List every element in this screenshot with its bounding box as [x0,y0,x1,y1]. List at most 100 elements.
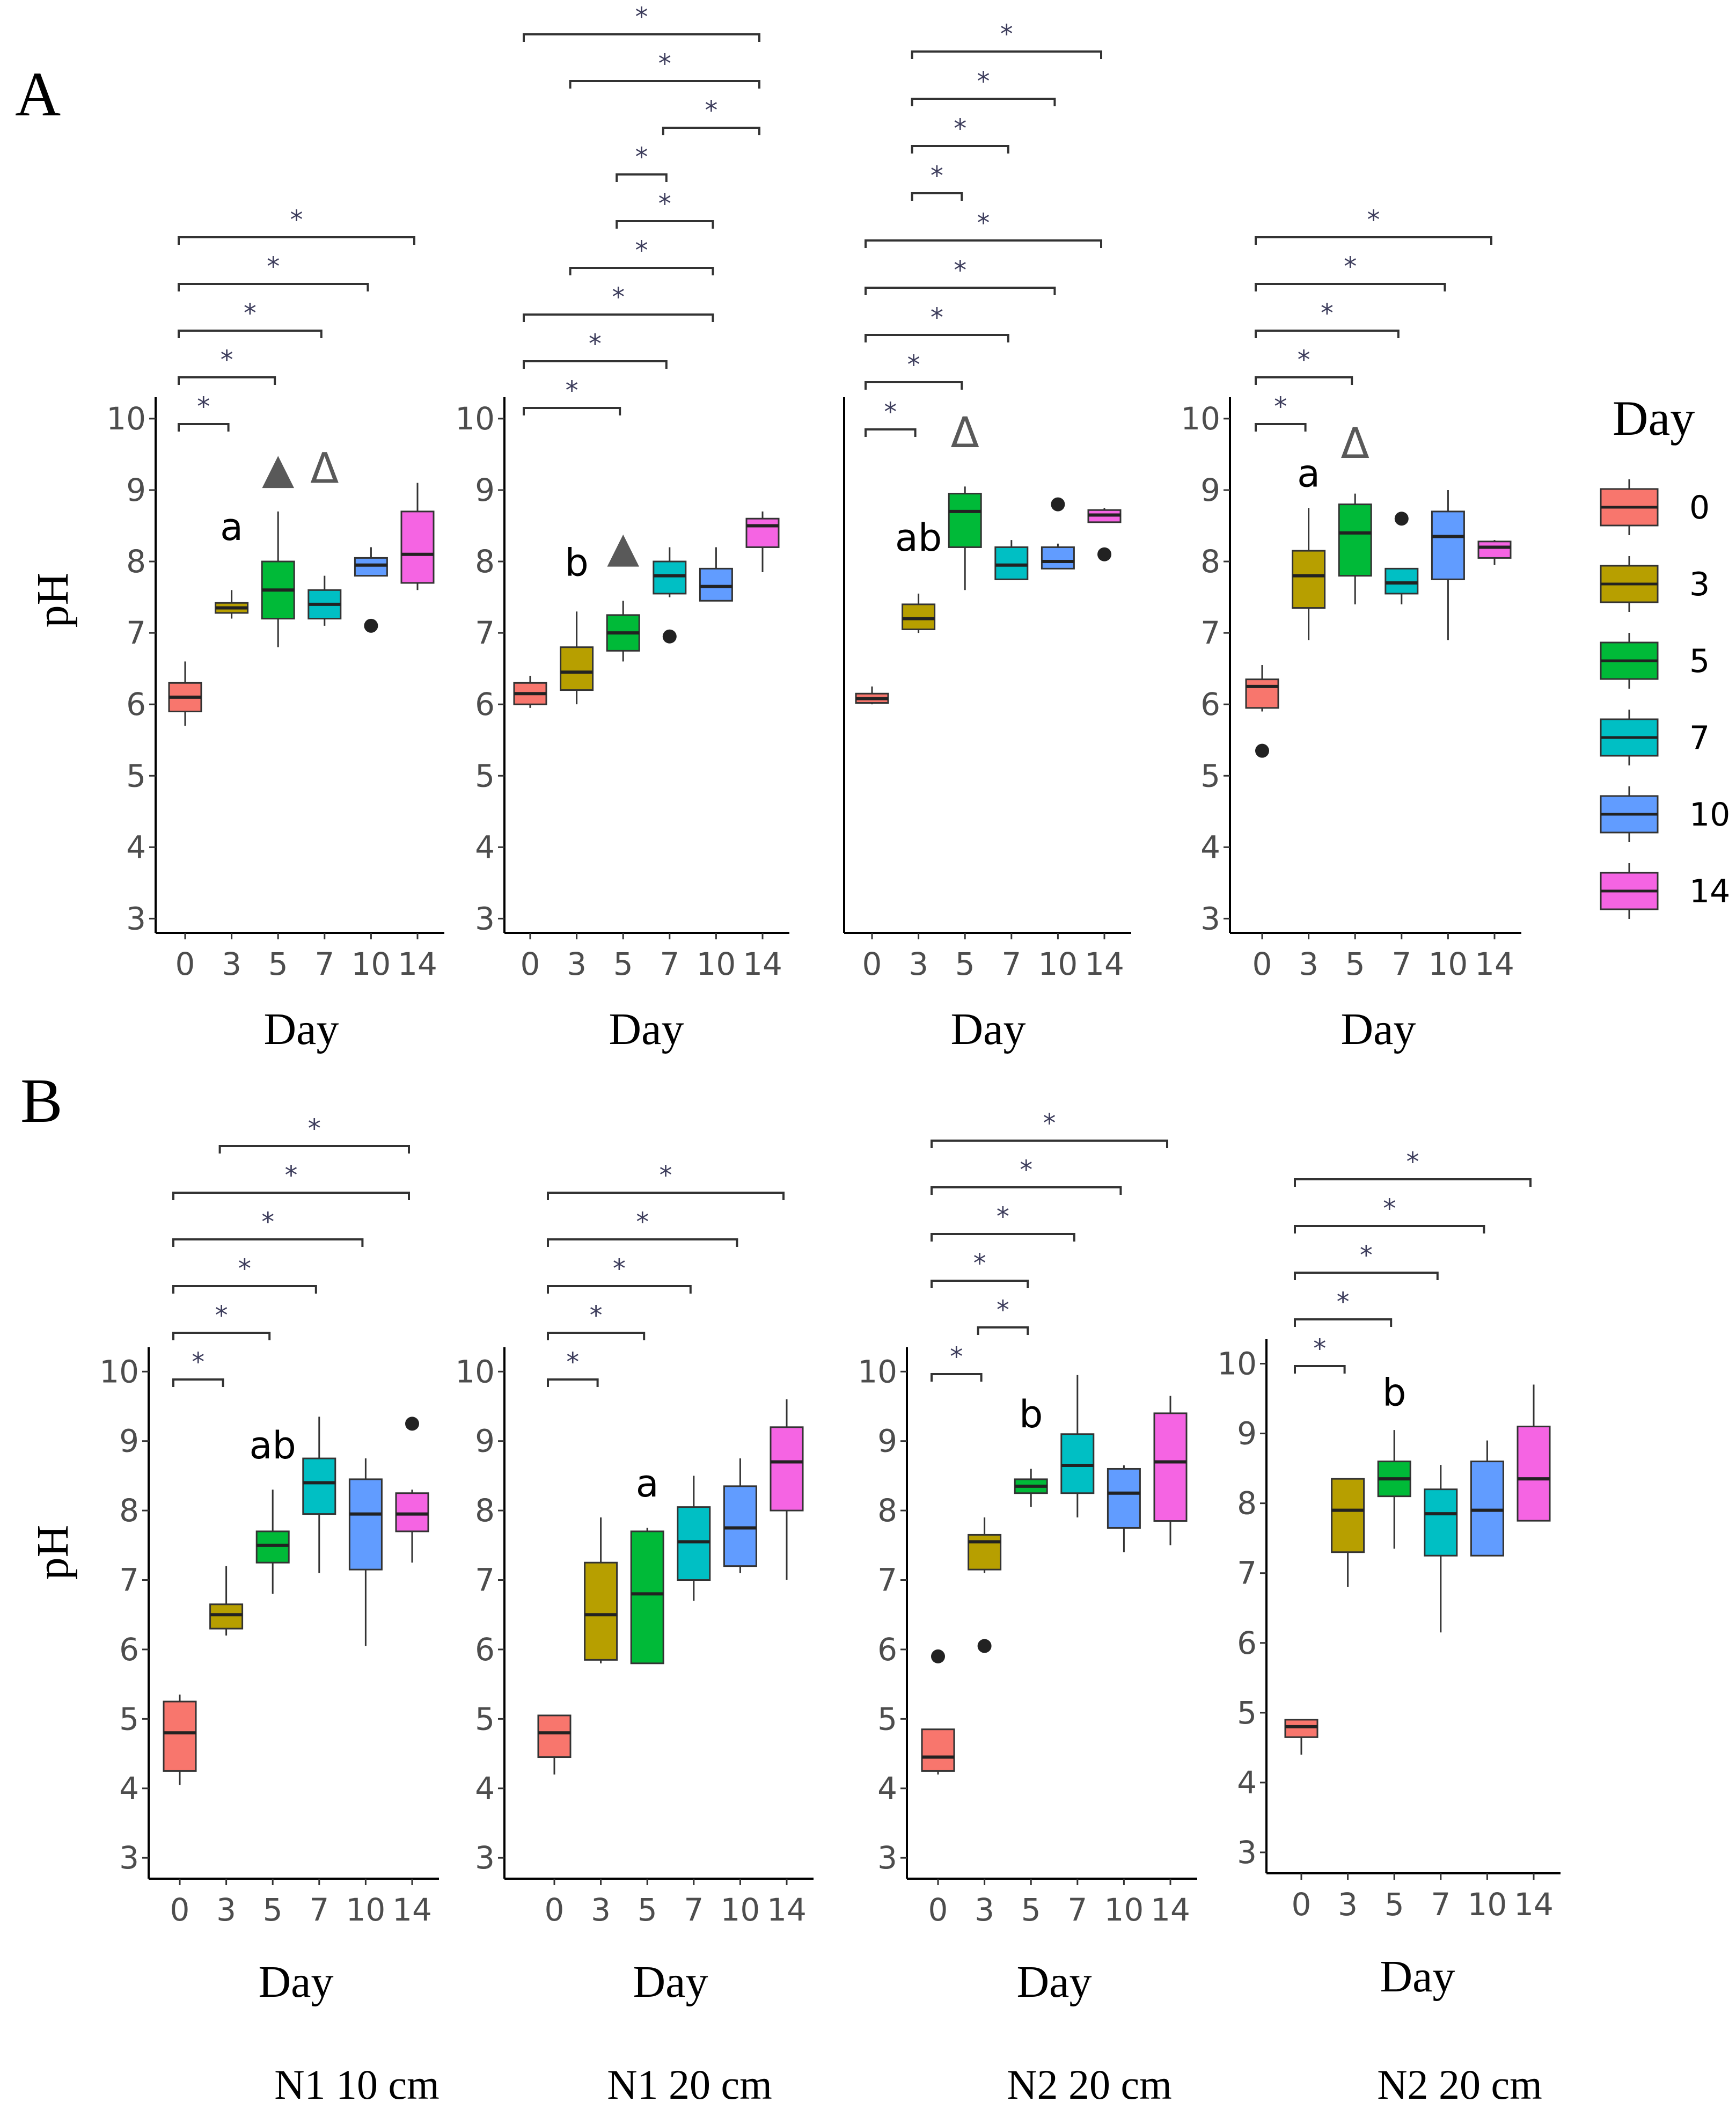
legend-item-day-10: 10 [1600,786,1730,842]
significance-bracket: * [865,303,1009,342]
x-tick-label: 5 [263,1892,283,1928]
x-axis-title: Day [1341,1004,1416,1054]
significance-bracket: * [172,1207,364,1247]
significance-star: * [613,1254,626,1284]
significance-star: * [884,397,897,427]
box-day-5 [606,601,640,662]
legend-item-day-14: 14 [1600,863,1730,919]
box-day-7 [307,575,342,626]
y-tick-label: 6 [475,686,495,722]
outlier-point [977,1639,992,1653]
box-day-3 [902,593,936,633]
box-day-7 [1424,1465,1458,1633]
legend-title: Day [1613,391,1695,446]
y-tick-label: 7 [1237,1555,1257,1592]
significance-bracket: * [931,1155,1122,1195]
significance-star: * [261,1207,274,1237]
significance-star: * [1020,1155,1032,1185]
outlier-point [662,629,677,644]
significance-star: * [1407,1147,1419,1177]
x-tick-label: 0 [862,946,882,982]
significance-symbol: Δ [310,445,339,493]
box-iqr [723,1485,757,1567]
significance-bracket: * [911,161,963,201]
y-tick-label: 9 [1200,472,1220,508]
significance-star: * [612,282,625,312]
x-tick-label: 7 [1001,946,1021,982]
bracket-line [1255,236,1492,245]
box-iqr [1470,1461,1504,1557]
x-axis-title: Day [1380,1952,1455,2002]
significance-star: * [290,205,303,235]
y-tick-label: 3 [1237,1834,1257,1871]
caption-panel-3: N2 20 cm [1007,2061,1172,2108]
x-tick-label: 10 [696,946,736,982]
box-iqr [560,646,594,691]
x-tick-label: 3 [222,946,241,982]
significance-star: * [215,1301,228,1331]
x-tick-label: 3 [591,1892,611,1928]
significance-star: * [977,208,990,238]
significance-bracket: * [523,376,621,415]
box-iqr [537,1714,572,1758]
y-tick-label: 4 [475,829,495,865]
box-iqr [994,546,1029,580]
significance-star: * [1000,19,1013,49]
significance-bracket: * [1255,205,1492,245]
significance-star: * [931,161,943,191]
x-tick-label: 7 [1067,1892,1087,1928]
y-tick-label: 9 [475,1423,495,1459]
significance-star: * [1298,345,1310,375]
y-tick-label: 10 [455,400,495,437]
bracket-line [911,145,1009,154]
group-letter: ab [895,516,942,560]
box-iqr [1431,510,1465,580]
group-letter: b [1382,1371,1406,1415]
panel-letter-a: A [15,59,61,129]
box-day-10 [348,1458,383,1646]
box-iqr [770,1426,804,1512]
box-day-3 [560,611,594,705]
y-tick-label: 6 [1237,1625,1257,1661]
significance-star: * [635,142,648,172]
bracket-line [547,1238,738,1247]
box-day-14 [395,1417,429,1563]
box-day-7 [677,1476,711,1601]
group-letter: ab [250,1424,296,1468]
x-tick-label: 5 [955,946,975,982]
significance-bracket: * [1294,1334,1346,1374]
y-tick-label: 5 [1237,1695,1257,1731]
x-tick-label: 5 [1021,1892,1041,1928]
legend-item-day-5: 5 [1600,633,1710,689]
x-tick-label: 3 [975,1892,994,1928]
x-tick-label: 5 [268,946,288,982]
significance-bracket: * [911,19,1102,59]
box-day-5 [1377,1430,1411,1549]
significance-star: * [635,236,648,266]
outlier-point [364,618,378,633]
x-tick-label: 14 [398,946,437,982]
box-day-0 [1245,665,1279,758]
significance-bracket: * [865,256,1056,295]
box-iqr [1331,1478,1365,1553]
box-day-10 [699,547,733,602]
significance-bracket: * [616,189,714,229]
box-iqr [395,1492,429,1532]
group-letter: b [1019,1392,1043,1436]
significance-star: * [1337,1287,1350,1317]
bracket-line [911,50,1102,59]
x-tick-label: 14 [1085,946,1124,982]
box-iqr [1338,503,1372,577]
x-tick-label: 7 [660,946,679,982]
x-tick-label: 14 [1151,1892,1190,1928]
box-iqr [1284,1719,1319,1738]
significance-star: * [950,1342,963,1372]
significance-star: * [566,376,578,406]
legend-label: 0 [1689,489,1710,527]
y-tick-label: 3 [119,1839,139,1876]
legend-label: 5 [1689,643,1710,680]
box-iqr [630,1530,664,1665]
